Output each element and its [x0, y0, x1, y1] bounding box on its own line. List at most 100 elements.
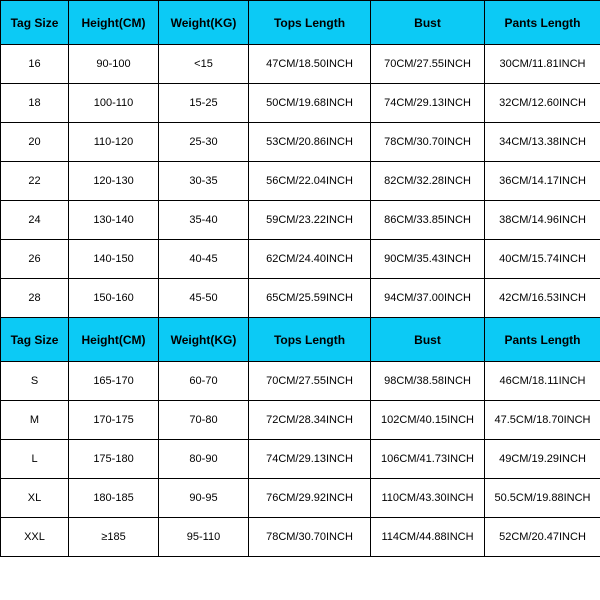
- table-cell: 32CM/12.60INCH: [485, 84, 600, 123]
- table-cell: 24: [1, 201, 69, 240]
- table-row: S165-17060-7070CM/27.55INCH98CM/38.58INC…: [1, 362, 600, 401]
- header-cell: Tops Length: [249, 1, 371, 45]
- header-cell: Bust: [371, 1, 485, 45]
- table-cell: 28: [1, 279, 69, 318]
- table-cell: 42CM/16.53INCH: [485, 279, 600, 318]
- table-cell: 130-140: [69, 201, 159, 240]
- table-cell: 30CM/11.81INCH: [485, 45, 600, 84]
- table-cell: 36CM/14.17INCH: [485, 162, 600, 201]
- table-cell: 30-35: [159, 162, 249, 201]
- table-cell: 70-80: [159, 401, 249, 440]
- table-cell: 47CM/18.50INCH: [249, 45, 371, 84]
- table-cell: 50CM/19.68INCH: [249, 84, 371, 123]
- table-cell: 50.5CM/19.88INCH: [485, 479, 600, 518]
- table-row: 20110-12025-3053CM/20.86INCH78CM/30.70IN…: [1, 123, 600, 162]
- table-cell: <15: [159, 45, 249, 84]
- table-cell: 95-110: [159, 518, 249, 557]
- table-cell: 40-45: [159, 240, 249, 279]
- header-cell: Tag Size: [1, 1, 69, 45]
- table-cell: 180-185: [69, 479, 159, 518]
- table-cell: 16: [1, 45, 69, 84]
- header-cell: Height(CM): [69, 1, 159, 45]
- table-cell: 45-50: [159, 279, 249, 318]
- table-cell: 47.5CM/18.70INCH: [485, 401, 600, 440]
- table-cell: 46CM/18.11INCH: [485, 362, 600, 401]
- header-cell: Weight(KG): [159, 1, 249, 45]
- table-cell: 114CM/44.88INCH: [371, 518, 485, 557]
- table-cell: 110-120: [69, 123, 159, 162]
- table-cell: 34CM/13.38INCH: [485, 123, 600, 162]
- table-cell: XXL: [1, 518, 69, 557]
- table-row: XXL≥18595-11078CM/30.70INCH114CM/44.88IN…: [1, 518, 600, 557]
- table-cell: 140-150: [69, 240, 159, 279]
- table-row: 28150-16045-5065CM/25.59INCH94CM/37.00IN…: [1, 279, 600, 318]
- table-cell: 82CM/32.28INCH: [371, 162, 485, 201]
- table-cell: 70CM/27.55INCH: [371, 45, 485, 84]
- table-cell: 78CM/30.70INCH: [371, 123, 485, 162]
- table-cell: 106CM/41.73INCH: [371, 440, 485, 479]
- table-cell: 52CM/20.47INCH: [485, 518, 600, 557]
- table-cell: 25-30: [159, 123, 249, 162]
- table-cell: S: [1, 362, 69, 401]
- table-cell: 90-100: [69, 45, 159, 84]
- table-cell: 120-130: [69, 162, 159, 201]
- header-row: Tag SizeHeight(CM)Weight(KG)Tops LengthB…: [1, 318, 600, 362]
- header-row: Tag SizeHeight(CM)Weight(KG)Tops LengthB…: [1, 1, 600, 45]
- table-cell: 74CM/29.13INCH: [371, 84, 485, 123]
- table-row: 18100-11015-2550CM/19.68INCH74CM/29.13IN…: [1, 84, 600, 123]
- table-row: XL180-18590-9576CM/29.92INCH110CM/43.30I…: [1, 479, 600, 518]
- table-cell: 20: [1, 123, 69, 162]
- table-cell: 150-160: [69, 279, 159, 318]
- table-row: 22120-13030-3556CM/22.04INCH82CM/32.28IN…: [1, 162, 600, 201]
- table-cell: 175-180: [69, 440, 159, 479]
- table-cell: 74CM/29.13INCH: [249, 440, 371, 479]
- table-cell: 15-25: [159, 84, 249, 123]
- table-cell: 62CM/24.40INCH: [249, 240, 371, 279]
- table-cell: 49CM/19.29INCH: [485, 440, 600, 479]
- table-cell: 170-175: [69, 401, 159, 440]
- table-cell: 56CM/22.04INCH: [249, 162, 371, 201]
- table-cell: 18: [1, 84, 69, 123]
- header-cell: Tag Size: [1, 318, 69, 362]
- header-cell: Bust: [371, 318, 485, 362]
- table-row: 1690-100<1547CM/18.50INCH70CM/27.55INCH3…: [1, 45, 600, 84]
- table-cell: 102CM/40.15INCH: [371, 401, 485, 440]
- table-cell: XL: [1, 479, 69, 518]
- table-cell: 98CM/38.58INCH: [371, 362, 485, 401]
- header-cell: Pants Length: [485, 1, 600, 45]
- table-cell: 40CM/15.74INCH: [485, 240, 600, 279]
- table-cell: 86CM/33.85INCH: [371, 201, 485, 240]
- table-cell: 100-110: [69, 84, 159, 123]
- header-cell: Tops Length: [249, 318, 371, 362]
- table-cell: 59CM/23.22INCH: [249, 201, 371, 240]
- size-chart-table: Tag SizeHeight(CM)Weight(KG)Tops LengthB…: [0, 0, 600, 557]
- table-cell: 72CM/28.34INCH: [249, 401, 371, 440]
- table-cell: 90-95: [159, 479, 249, 518]
- table-cell: M: [1, 401, 69, 440]
- table-cell: 65CM/25.59INCH: [249, 279, 371, 318]
- table-row: M170-17570-8072CM/28.34INCH102CM/40.15IN…: [1, 401, 600, 440]
- table-row: 26140-15040-4562CM/24.40INCH90CM/35.43IN…: [1, 240, 600, 279]
- table-row: 24130-14035-4059CM/23.22INCH86CM/33.85IN…: [1, 201, 600, 240]
- table-cell: 94CM/37.00INCH: [371, 279, 485, 318]
- table-row: L175-18080-9074CM/29.13INCH106CM/41.73IN…: [1, 440, 600, 479]
- table-cell: 35-40: [159, 201, 249, 240]
- header-cell: Height(CM): [69, 318, 159, 362]
- table-cell: 26: [1, 240, 69, 279]
- table-cell: 60-70: [159, 362, 249, 401]
- table-cell: 110CM/43.30INCH: [371, 479, 485, 518]
- table-cell: 76CM/29.92INCH: [249, 479, 371, 518]
- header-cell: Weight(KG): [159, 318, 249, 362]
- table-cell: 90CM/35.43INCH: [371, 240, 485, 279]
- table-cell: 165-170: [69, 362, 159, 401]
- header-cell: Pants Length: [485, 318, 600, 362]
- table-cell: 78CM/30.70INCH: [249, 518, 371, 557]
- table-cell: 22: [1, 162, 69, 201]
- table-cell: 70CM/27.55INCH: [249, 362, 371, 401]
- table-cell: L: [1, 440, 69, 479]
- table-cell: 80-90: [159, 440, 249, 479]
- table-cell: 38CM/14.96INCH: [485, 201, 600, 240]
- table-cell: ≥185: [69, 518, 159, 557]
- table-body: Tag SizeHeight(CM)Weight(KG)Tops LengthB…: [1, 1, 600, 557]
- table-cell: 53CM/20.86INCH: [249, 123, 371, 162]
